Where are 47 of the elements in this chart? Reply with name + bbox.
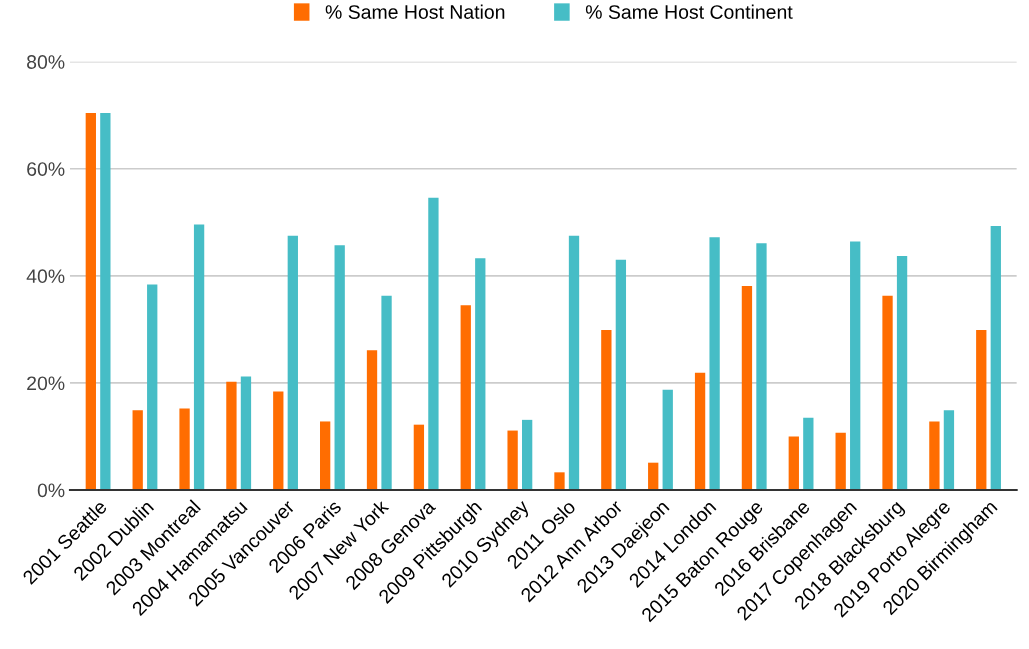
bar <box>554 472 565 490</box>
bar <box>601 329 612 490</box>
bar <box>990 226 1001 490</box>
bar <box>850 241 861 490</box>
bar <box>882 295 893 490</box>
bar <box>615 259 627 490</box>
bar <box>741 286 753 490</box>
legend-label: % Same Host Continent <box>585 4 793 19</box>
bar <box>320 421 331 490</box>
bar <box>366 350 378 490</box>
bar <box>648 462 659 490</box>
bar <box>193 224 205 490</box>
bar <box>226 381 237 490</box>
bar <box>756 243 767 490</box>
bar <box>240 376 252 490</box>
bar <box>662 389 673 490</box>
legend-label: % Same Host Nation <box>325 4 505 19</box>
bar <box>803 417 814 490</box>
bar <box>147 284 158 490</box>
bar <box>179 408 190 490</box>
bar <box>788 436 799 490</box>
y-tick-label: 0% <box>37 483 65 498</box>
y-tick-label: 40% <box>26 269 65 284</box>
bar <box>460 305 471 490</box>
y-tick-label: 20% <box>27 376 65 391</box>
bar <box>521 419 533 490</box>
bar <box>85 113 96 490</box>
bar <box>475 258 486 490</box>
y-tick-label: 60% <box>27 162 65 176</box>
bar <box>413 424 425 490</box>
bar <box>694 372 706 490</box>
bar <box>976 329 987 490</box>
bar <box>507 430 518 490</box>
bar <box>273 391 284 490</box>
bar <box>835 432 846 490</box>
bar <box>428 197 439 490</box>
bar <box>334 245 345 490</box>
bar <box>896 256 908 490</box>
bar <box>568 235 580 490</box>
bar <box>100 113 111 490</box>
bar <box>132 410 143 490</box>
bar <box>943 410 955 490</box>
bar <box>381 295 392 490</box>
bar <box>929 421 940 490</box>
y-tick-label: 80% <box>27 55 65 69</box>
bar <box>709 237 720 490</box>
bar <box>287 235 298 490</box>
